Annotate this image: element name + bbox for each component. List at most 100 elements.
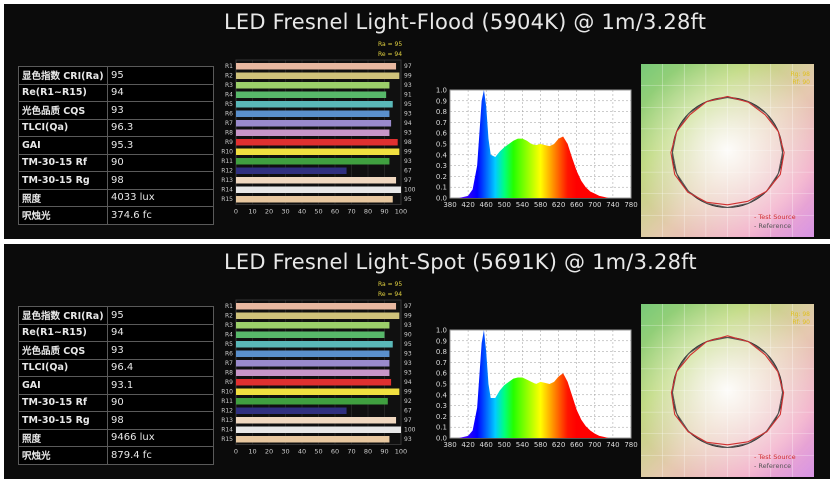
x-tick-label: 660 [570,201,583,209]
bar-value-label: 99 [404,389,412,396]
bar-value-label: 90 [404,332,412,339]
bar-value-label: 99 [404,149,412,156]
bar-value-label: 95 [404,196,412,203]
category-label: R5 [225,341,233,348]
cri-bar [236,379,392,386]
x-tick-label: 700 [588,201,601,209]
flood-panel: LED Fresnel Light-Flood (5904K) @ 1m/3.2… [4,4,830,239]
category-label: R14 [221,187,233,194]
y-tick-label: 0.9 [436,337,447,345]
cri-bar [236,91,387,98]
x-tick-label: 20 [265,208,273,216]
bar-value-label: 93 [404,111,412,118]
cri-bar-chart: Ra = 95 Re = 94 0 10 20 30 40 50 60 70 80 90 100 R1 97… [221,281,415,456]
y-tick-label: 1.0 [436,87,447,95]
cri-bar [236,360,390,367]
metrics-table: 显色指数 CRI(Ra) 95 Re(R1~R15) 94 光色品质 CQS 93 T… [18,306,214,465]
cri-bar [236,167,347,174]
x-tick-label: 20 [265,448,273,456]
y-tick-label: 0.0 [436,195,447,203]
x-tick-label: 40 [298,448,306,456]
x-tick-label: 60 [331,208,339,216]
y-tick-label: 0.0 [436,435,447,443]
cri-bar [236,158,390,165]
category-label: R13 [221,177,233,184]
cri-bar [236,398,388,405]
x-tick-label: 0 [234,208,238,216]
y-tick-label: 0.3 [436,402,447,410]
cri-bar [236,312,400,319]
category-label: R4 [225,332,233,339]
cri-bar [236,196,393,203]
corner-label: Rg: 98 [790,71,810,78]
cri-bar [236,369,390,376]
category-label: R14 [221,427,233,434]
cri-bar [236,101,393,108]
bar-value-label: 99 [404,73,412,80]
cri-bar [236,82,390,89]
y-tick-label: 0.8 [436,108,447,116]
category-label: R2 [225,73,233,80]
x-tick-label: 60 [331,448,339,456]
y-tick-label: 0.8 [436,348,447,356]
bar-value-label: 95 [404,101,412,108]
cri-bar [236,350,390,357]
y-tick-label: 0.7 [436,359,447,367]
spectrum-chart: 0.0 0.1 0.2 0.3 0.4 0.5 0.6 0.7 0.8 0.9 1.0 380 420 4… [436,327,638,450]
category-label: R1 [225,303,233,310]
metric-value: 879.4 fc [107,446,214,465]
x-tick-label: 700 [588,441,601,449]
cri-bar [236,331,385,338]
category-label: R9 [225,139,233,146]
x-tick-label: 10 [248,448,256,456]
category-label: R15 [221,196,233,203]
category-label: R3 [225,82,233,89]
y-tick-label: 0.1 [436,424,447,432]
bar-value-label: 93 [404,370,412,377]
cri-bar [236,436,390,443]
y-tick-label: 0.6 [436,370,448,378]
x-tick-label: 90 [380,448,388,456]
cri-bar [236,120,392,127]
spot-panel: LED Fresnel Light-Spot (5691K) @ 1m/3.28… [4,244,830,479]
bar-value-label: 97 [404,177,412,184]
metric-row: 呎烛光 879.4 fc [18,446,214,465]
y-tick-label: 0.6 [436,130,448,138]
x-tick-label: 500 [498,441,511,449]
x-tick-label: 0 [234,448,238,456]
y-tick-label: 0.5 [436,141,447,149]
x-tick-label: 580 [534,441,547,449]
category-label: R2 [225,313,233,320]
cri-bar [236,407,347,414]
x-tick-label: 420 [461,201,474,209]
bar-value-label: 93 [404,130,412,137]
category-label: R8 [225,370,233,377]
x-tick-label: 780 [624,201,637,209]
panel-title: LED Fresnel Light-Spot (5691K) @ 1m/3.28… [224,250,697,274]
x-tick-label: 460 [480,201,493,209]
chart-header-label: Re = 94 [378,291,402,298]
bar-value-label: 93 [404,322,412,329]
flood-charts: Ra = 95 Re = 94 0 10 20 30 40 50 60 70 80 90 100 R1 97… [221,41,814,237]
reference-polygon [672,337,783,448]
category-label: R4 [225,92,233,99]
bar-value-label: 93 [404,351,412,358]
x-tick-label: 420 [461,441,474,449]
y-tick-label: 1.0 [436,327,447,335]
x-tick-label: 380 [443,201,456,209]
bar-value-label: 100 [404,187,416,194]
cri-bar [236,63,397,70]
y-tick-label: 0.2 [436,173,447,181]
metric-label: 呎烛光 [18,206,108,225]
cri-bar [236,388,400,395]
bar-value-label: 98 [404,139,412,146]
cri-bar [236,129,390,136]
cri-bar [236,322,390,329]
bar-value-label: 97 [404,303,412,310]
bar-value-label: 67 [404,168,412,175]
x-tick-label: 660 [570,441,583,449]
metric-row: 显色指数 CRI(Ra) 95 [18,306,214,325]
bar-value-label: 93 [404,82,412,89]
legend-test-source: - Test Source [754,213,796,221]
